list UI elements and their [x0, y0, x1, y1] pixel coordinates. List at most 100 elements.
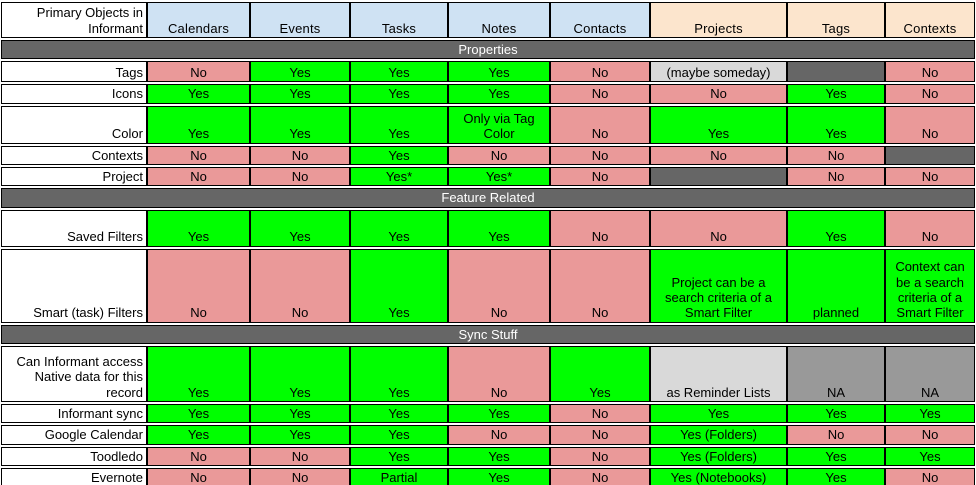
- table-cell: Yes: [787, 209, 885, 247]
- table-cell: Yes: [250, 403, 350, 424]
- table-cell: as Reminder Lists: [650, 345, 787, 402]
- table-cell: Yes: [350, 84, 448, 104]
- table-cell: No: [250, 467, 350, 485]
- table-cell: Yes: [350, 403, 448, 424]
- table-cell: No: [787, 166, 885, 187]
- table-cell: Yes: [147, 209, 250, 247]
- table-cell: [787, 61, 885, 83]
- table-cell: Yes: [350, 446, 448, 466]
- row-label-google-calendar: Google Calendar: [1, 425, 147, 445]
- table-cell: Yes: [787, 84, 885, 104]
- table-cell: No: [250, 446, 350, 466]
- column-header-contacts: Contacts: [550, 2, 650, 38]
- table-cell: No: [885, 105, 975, 144]
- table-cell: NA: [885, 345, 975, 402]
- table-cell: Yes: [147, 84, 250, 104]
- row-label-toodledo: Toodledo: [1, 446, 147, 466]
- section-header-properties: Properties: [1, 40, 975, 60]
- table-cell: Only via Tag Color: [448, 105, 550, 144]
- table-cell: No: [550, 425, 650, 445]
- table-cell: No: [250, 145, 350, 165]
- table-cell: Yes: [650, 105, 787, 144]
- row-label-informant-sync: Informant sync: [1, 403, 147, 424]
- table-cell: Yes: [787, 105, 885, 144]
- table-cell: No: [550, 105, 650, 144]
- table-row-saved-filters: Saved Filters Yes Yes Yes Yes No No Yes No: [1, 209, 975, 247]
- table-cell: No: [250, 166, 350, 187]
- table-cell: Yes: [787, 403, 885, 424]
- table-row-toodledo: Toodledo No No Yes Yes No Yes (Folders) Yes Yes: [1, 446, 975, 466]
- table-row-evernote: Evernote No No Partial Yes No Yes (Notebooks) Y…: [1, 467, 975, 485]
- column-header-tasks: Tasks: [350, 2, 448, 38]
- table-cell: Yes: [250, 425, 350, 445]
- table-cell: Yes: [350, 345, 448, 402]
- section-row-feature-related: Feature Related: [1, 188, 975, 208]
- table-cell: No: [885, 467, 975, 485]
- table-cell: [885, 145, 975, 165]
- table-cell: No: [787, 425, 885, 445]
- table-cell: (maybe someday): [650, 61, 787, 83]
- column-header-calendars: Calendars: [147, 2, 250, 38]
- table-cell: No: [448, 145, 550, 165]
- table-cell: No: [147, 166, 250, 187]
- table-cell: No: [550, 84, 650, 104]
- table-cell: Yes: [250, 61, 350, 83]
- row-label-icons: Icons: [1, 84, 147, 104]
- table-cell: Yes: [885, 446, 975, 466]
- row-label-evernote: Evernote: [1, 467, 147, 485]
- table-cell: No: [550, 446, 650, 466]
- row-label-smart-task-filters: Smart (task) Filters: [1, 248, 147, 323]
- table-cell: No: [448, 345, 550, 402]
- column-header-projects: Projects: [650, 2, 787, 38]
- header-row: Primary Objects in Informant Calendars Eve…: [1, 2, 975, 38]
- table-cell: Yes: [448, 446, 550, 466]
- table-cell: No: [550, 467, 650, 485]
- row-label-contexts: Contexts: [1, 145, 147, 165]
- section-row-properties: Properties: [1, 40, 975, 60]
- table-row-project: Project No No Yes* Yes* No No No: [1, 166, 975, 187]
- column-header-notes: Notes: [448, 2, 550, 38]
- table-cell: Yes: [448, 467, 550, 485]
- table-cell: Yes (Folders): [650, 425, 787, 445]
- table-cell: Context can be a search criteria of a Sm…: [885, 248, 975, 323]
- table-cell: Yes: [350, 425, 448, 445]
- table-cell: Yes: [147, 403, 250, 424]
- table-cell: Yes: [147, 425, 250, 445]
- table-cell: Yes: [350, 61, 448, 83]
- table-cell: Yes: [350, 145, 448, 165]
- table-cell: [650, 166, 787, 187]
- row-label-project: Project: [1, 166, 147, 187]
- table-cell: No: [885, 84, 975, 104]
- section-row-sync-stuff: Sync Stuff: [1, 324, 975, 344]
- table-cell: Project can be a search criteria of a Sm…: [650, 248, 787, 323]
- row-label-can-informant-access-native-data-for-this-record: Can Informant access Native data for thi…: [1, 345, 147, 402]
- table-row-informant-sync: Informant sync Yes Yes Yes Yes No Yes Yes Yes: [1, 403, 975, 424]
- table-cell: No: [885, 209, 975, 247]
- table-row-color: Color Yes Yes Yes Only via Tag Color No Yes Yes…: [1, 105, 975, 144]
- table-cell: No: [550, 403, 650, 424]
- table-cell: Yes: [250, 105, 350, 144]
- table-cell: Yes: [147, 345, 250, 402]
- table-cell: Yes: [250, 84, 350, 104]
- table-row-google-calendar: Google Calendar Yes Yes Yes No No Yes (Folders…: [1, 425, 975, 445]
- table-cell: Yes (Notebooks): [650, 467, 787, 485]
- table-cell: No: [550, 166, 650, 187]
- table-cell: Yes (Folders): [650, 446, 787, 466]
- table-corner-label: Primary Objects in Informant: [1, 2, 147, 38]
- table-cell: planned: [787, 248, 885, 323]
- table-cell: Yes: [350, 248, 448, 323]
- table-cell: No: [147, 467, 250, 485]
- table-cell: Yes*: [448, 166, 550, 187]
- table-row-can-informant-access-native-data-for-this-record: Can Informant access Native data for thi…: [1, 345, 975, 402]
- column-header-contexts: Contexts: [885, 2, 975, 38]
- table-cell: No: [147, 61, 250, 83]
- table-row-contexts: Contexts No No Yes No No No No: [1, 145, 975, 165]
- row-label-color: Color: [1, 105, 147, 144]
- table-cell: No: [550, 209, 650, 247]
- table-cell: Yes: [550, 345, 650, 402]
- table-cell: No: [147, 145, 250, 165]
- table-cell: Yes: [250, 209, 350, 247]
